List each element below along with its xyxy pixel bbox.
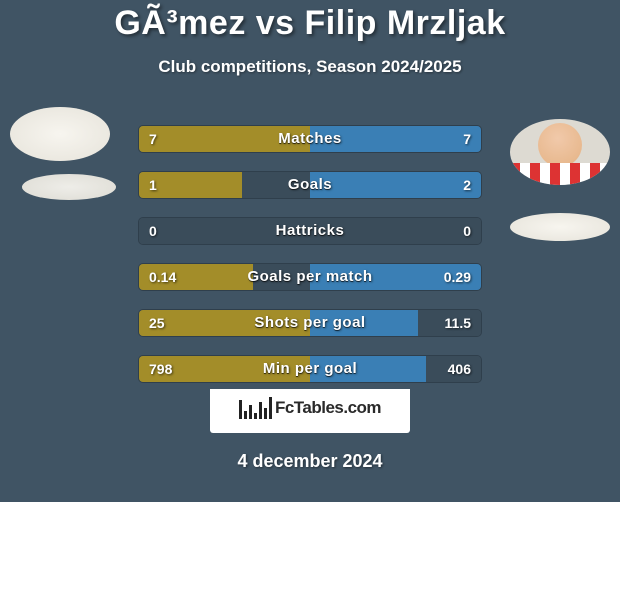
stat-label: Goals [139,172,481,198]
stat-value-player-a: 1 [149,172,157,198]
stat-value-player-b: 406 [448,356,471,382]
stat-bars-container: Matches7 7 Goals1 2 Hattricks0 0 Goals per mat… [138,125,482,401]
stat-value-player-a: 0.14 [149,264,176,290]
stat-value-player-b: 7 [463,126,471,152]
stat-value-player-b: 2 [463,172,471,198]
stat-row: Hattricks0 0 [138,217,482,245]
stat-label: Min per goal [139,356,481,382]
header-band: GÃ³mez vs Filip Mrzljak Club competition… [0,0,620,89]
stat-value-player-b: 0.29 [444,264,471,290]
player-a-photo [10,107,110,161]
logo-bar-segment [249,405,252,419]
stat-value-player-a: 0 [149,218,157,244]
page-title: GÃ³mez vs Filip Mrzljak [0,4,620,43]
logo-bar-segment [239,400,242,419]
stat-value-player-a: 798 [149,356,172,382]
footer-logo-text: FcTables.com [275,398,381,418]
player-b-jersey [510,163,610,185]
stat-label: Hattricks [139,218,481,244]
snapshot-date: 4 december 2024 [0,451,620,472]
stat-value-player-a: 7 [149,126,157,152]
stat-label: Shots per goal [139,310,481,336]
stat-label: Matches [139,126,481,152]
stat-row: Goals1 2 [138,171,482,199]
page-subtitle: Club competitions, Season 2024/2025 [0,57,620,77]
stat-value-player-b: 11.5 [445,310,471,336]
stat-value-player-a: 25 [149,310,165,336]
comparison-stage: Matches7 7 Goals1 2 Hattricks0 0 Goals per mat… [0,89,620,389]
logo-bar-segment [244,411,247,419]
player-b-photo-shadow [510,213,610,241]
stat-label: Goals per match [139,264,481,290]
stat-row: Min per goal798 406 [138,355,482,383]
white-below [0,502,620,592]
logo-bar-segment [254,413,257,419]
stat-value-player-b: 0 [463,218,471,244]
player-b-head [538,123,582,167]
player-b-photo-inner [510,119,610,185]
logo-bar-segment [259,402,262,419]
stat-row: Matches7 7 [138,125,482,153]
stat-row: Goals per match0.14 0.29 [138,263,482,291]
stat-row: Shots per goal25 11.5 [138,309,482,337]
logo-bar-segment [264,408,267,419]
player-b-photo [510,119,610,185]
player-a-photo-shadow [22,174,116,200]
